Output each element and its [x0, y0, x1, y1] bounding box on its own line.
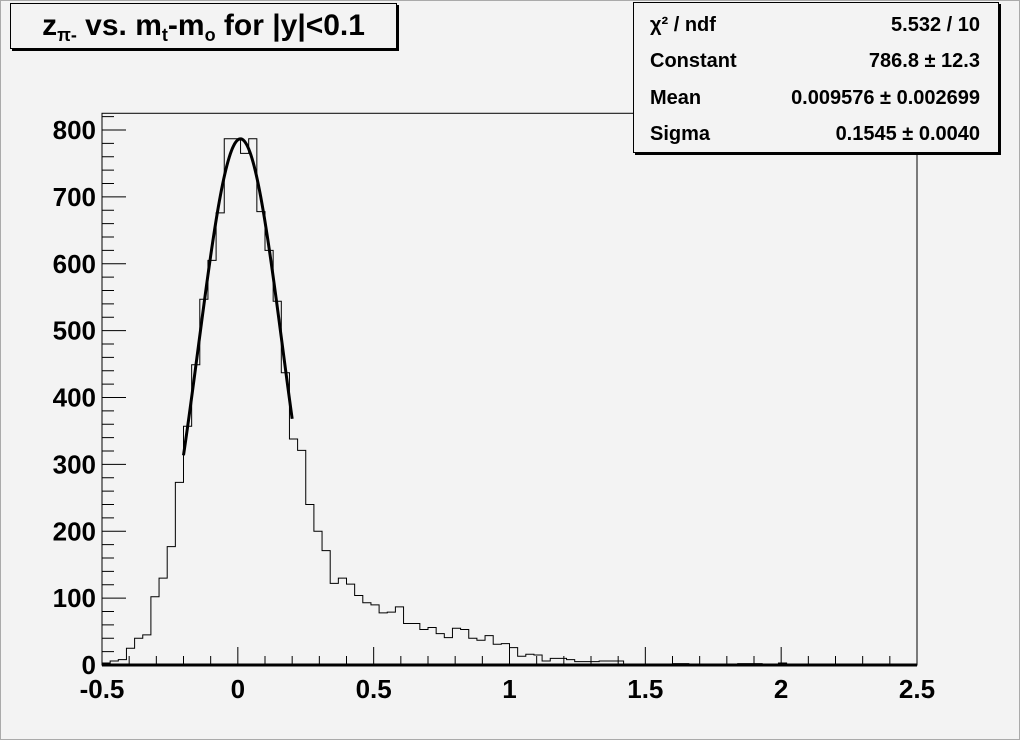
- histogram-bin: [510, 648, 518, 665]
- histogram-bin: [200, 299, 208, 665]
- gaussian-fit-curve: [182, 137, 294, 456]
- histogram-bin: [265, 250, 273, 665]
- title-subscript: t: [161, 25, 168, 45]
- histogram-bin: [387, 612, 395, 665]
- histogram-bin: [412, 624, 420, 665]
- histogram-bin: [216, 213, 224, 665]
- histogram-bin: [526, 654, 534, 665]
- title-part: -m: [167, 9, 205, 42]
- fit-stats-box: χ² / ndf 5.532 / 10 Constant 786.8 ± 12.3 …: [633, 2, 999, 153]
- histogram-bin: [330, 583, 338, 665]
- stats-row-sigma: Sigma 0.1545 ± 0.0040: [650, 116, 980, 152]
- histogram-bin: [338, 578, 346, 665]
- y-tick-label: 0: [82, 650, 96, 680]
- histogram-bin: [347, 584, 355, 665]
- histogram-bin: [281, 373, 289, 665]
- histogram-bin: [395, 607, 403, 665]
- histogram-bin: [143, 635, 151, 665]
- histogram-bin: [151, 597, 159, 665]
- histogram-bin: [249, 139, 257, 665]
- y-tick-label: 100: [53, 583, 96, 613]
- x-tick-label: -0.5: [80, 674, 125, 704]
- y-tick-label: 300: [53, 449, 96, 479]
- chart-title: zπ- vs. mt-mo for |y|<0.1: [10, 3, 397, 49]
- histogram-bin: [167, 547, 175, 665]
- histogram-bin: [175, 482, 183, 665]
- histogram-bin: [469, 638, 477, 665]
- histogram-bin: [314, 531, 322, 665]
- y-tick-label: 600: [53, 249, 96, 279]
- histogram-bin: [436, 634, 444, 665]
- histogram-bin: [273, 301, 281, 665]
- histogram-bin: [355, 595, 363, 665]
- histogram-bin: [420, 630, 428, 665]
- stats-row-mean: Mean 0.009576 ± 0.002699: [650, 80, 980, 116]
- histogram-bin: [184, 426, 192, 665]
- stats-value: 0.1545 ± 0.0040: [835, 123, 980, 145]
- histogram-bin: [428, 628, 436, 665]
- y-tick-label: 200: [53, 516, 96, 546]
- histogram-bin: [126, 648, 134, 665]
- stats-value: 786.8 ± 12.3: [868, 50, 980, 72]
- stats-value: 0.009576 ± 0.002699: [791, 87, 980, 109]
- histogram-bin: [159, 578, 167, 665]
- stats-row-constant: Constant 786.8 ± 12.3: [650, 43, 980, 79]
- title-subscript: π-: [57, 25, 77, 45]
- y-tick-label: 700: [53, 182, 96, 212]
- histogram-bin: [493, 644, 501, 665]
- title-part: for |y|<0.1: [215, 9, 365, 42]
- histogram-bin: [306, 505, 314, 666]
- x-tick-label: 0.5: [356, 674, 392, 704]
- stats-label: Sigma: [650, 123, 711, 145]
- histogram-bin: [135, 638, 143, 665]
- histogram-bin: [257, 212, 265, 665]
- histogram-outline: [101, 138, 917, 666]
- title-subscript: o: [204, 25, 216, 45]
- histogram-bin: [232, 139, 240, 665]
- y-tick-label: 500: [53, 316, 96, 346]
- x-tick-label: 2.5: [899, 674, 935, 704]
- histogram-bin: [461, 630, 469, 665]
- histogram-bin: [404, 624, 412, 665]
- histogram-bin: [363, 603, 371, 665]
- histogram-bin: [485, 636, 493, 665]
- histogram-bin: [534, 655, 542, 665]
- histogram-bin: [224, 139, 232, 665]
- x-tick-label: 1.5: [627, 674, 663, 704]
- x-tick-label: 2: [774, 674, 788, 704]
- stats-label: χ² / ndf: [650, 14, 716, 36]
- stats-label: Constant: [650, 50, 737, 72]
- x-tick-label: 0: [231, 674, 245, 704]
- y-tick-label: 400: [53, 383, 96, 413]
- histogram-bin: [477, 640, 485, 665]
- stats-label: Mean: [650, 87, 702, 109]
- stats-row-chi2: χ² / ndf 5.532 / 10: [650, 7, 980, 43]
- histogram-bin: [192, 365, 200, 665]
- histogram-bin: [452, 628, 460, 665]
- title-part: vs. m: [76, 9, 162, 42]
- histogram-bin: [379, 613, 387, 665]
- x-tick-label: 1: [502, 674, 516, 704]
- histogram-bin: [298, 450, 306, 665]
- histogram-bin: [322, 551, 330, 665]
- stats-value: 5.532 / 10: [891, 14, 980, 36]
- title-part: z: [42, 9, 58, 42]
- histogram-bin: [241, 153, 249, 665]
- histogram-bin: [444, 638, 452, 665]
- histogram-bin: [208, 260, 216, 665]
- histogram-bin: [289, 439, 297, 665]
- histogram-bin: [501, 644, 509, 665]
- y-tick-label: 800: [53, 115, 96, 145]
- histogram-bin: [371, 605, 379, 665]
